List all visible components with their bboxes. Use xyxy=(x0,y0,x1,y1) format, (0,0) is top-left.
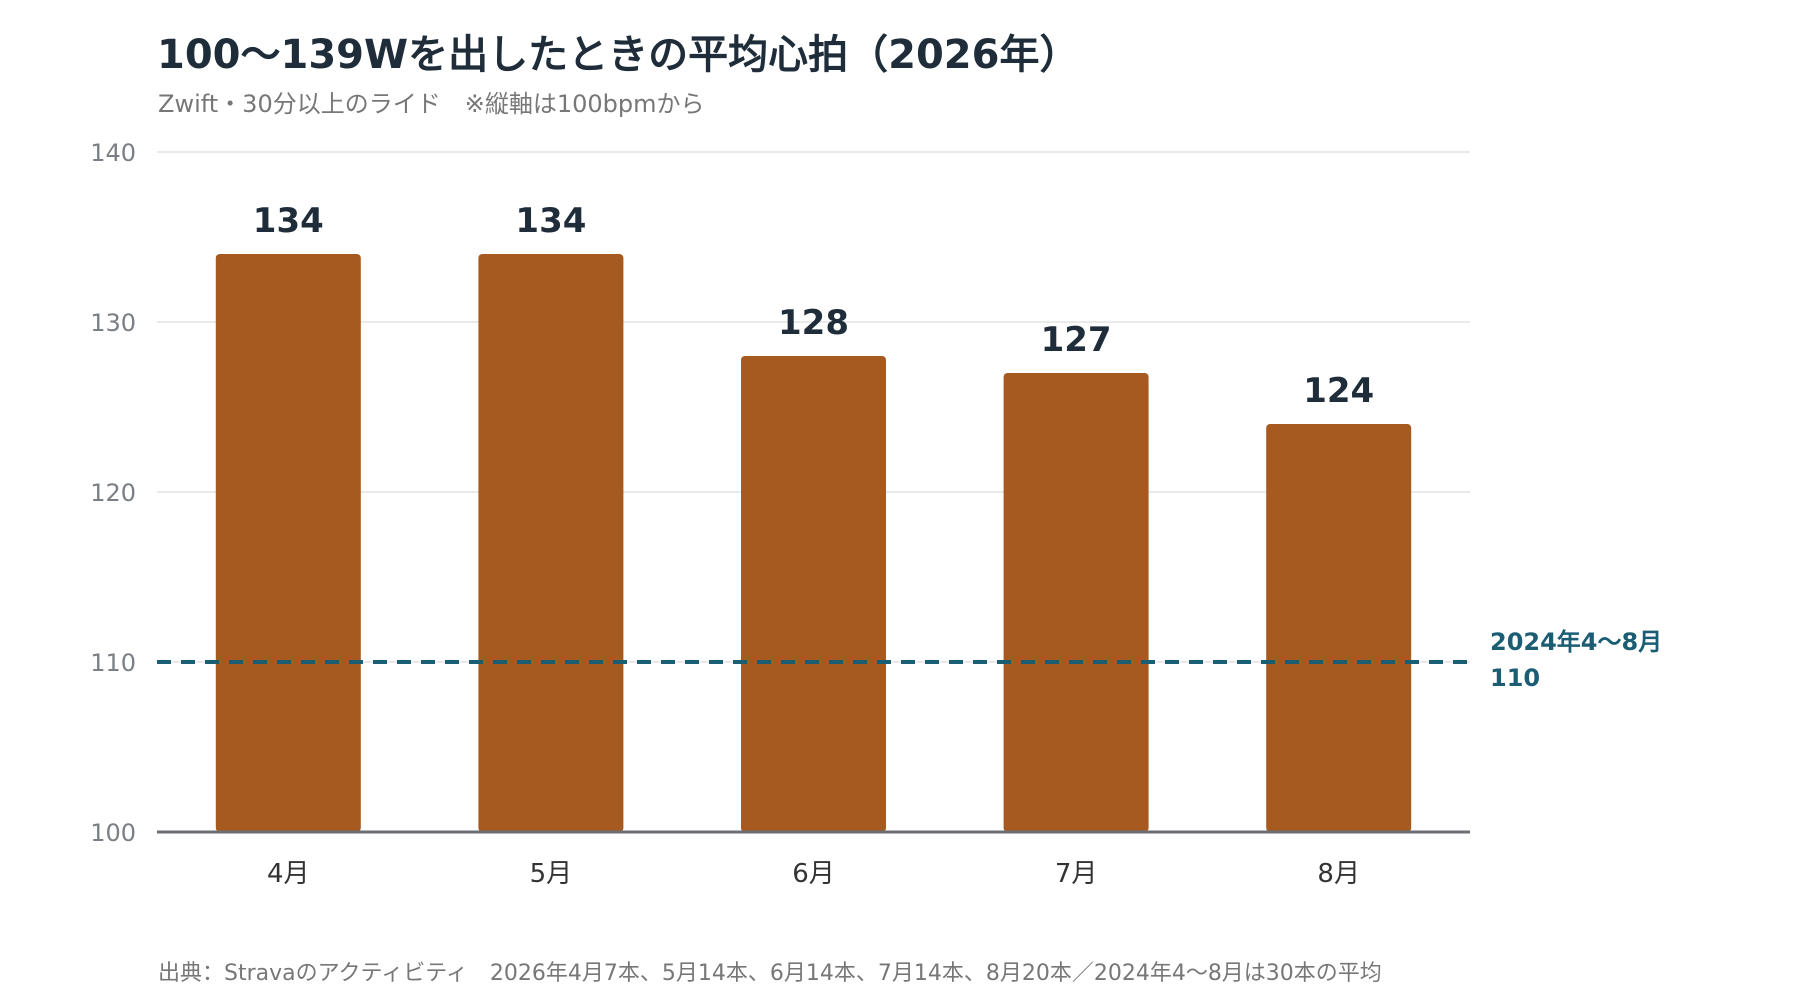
bar xyxy=(741,356,886,832)
bar-value-label: 124 xyxy=(1303,371,1374,411)
chart-source-note: 出典：Stravaのアクティビティ 2026年4月7本、5月14本、6月14本、… xyxy=(158,961,1382,986)
x-tick-label: 6月 xyxy=(792,859,835,889)
bar-value-label: 134 xyxy=(515,201,586,241)
y-tick-label: 140 xyxy=(90,139,136,167)
x-tick-label: 8月 xyxy=(1317,859,1360,889)
bar-value-label: 134 xyxy=(253,201,324,241)
bar xyxy=(1003,373,1149,832)
bar xyxy=(1266,424,1412,832)
chart-title: 100〜139Wを出したときの平均心拍（2026年） xyxy=(157,32,1080,78)
x-tick-label: 7月 xyxy=(1055,859,1098,889)
chart-subtitle: Zwift・30分以上のライド ※縦軸は100bpmから xyxy=(158,90,705,118)
bar-value-label: 128 xyxy=(778,303,849,343)
reference-line-value: 110 xyxy=(1490,664,1540,692)
x-tick-label: 5月 xyxy=(530,859,573,889)
y-tick-label: 100 xyxy=(90,819,136,847)
y-tick-label: 120 xyxy=(90,479,136,507)
y-tick-label: 110 xyxy=(90,649,136,677)
bar-value-label: 127 xyxy=(1041,320,1112,360)
reference-line-label: 2024年4〜8月 xyxy=(1490,628,1662,656)
bar xyxy=(478,254,624,832)
y-tick-label: 130 xyxy=(90,309,136,337)
x-tick-label: 4月 xyxy=(267,859,310,889)
bar xyxy=(215,254,361,832)
